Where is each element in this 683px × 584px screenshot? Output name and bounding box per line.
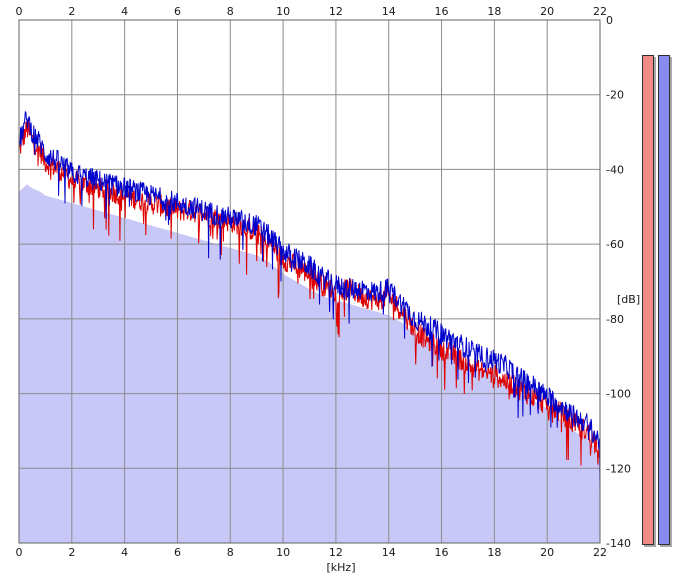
y-tick-label: -60 bbox=[606, 238, 624, 251]
x-tick-label-top: 8 bbox=[227, 5, 234, 18]
x-tick-label-top: 4 bbox=[121, 5, 128, 18]
x-tick-label-top: 2 bbox=[68, 5, 75, 18]
spectrum-area bbox=[19, 184, 600, 543]
x-tick-label-bottom: 8 bbox=[227, 546, 234, 559]
left-channel-meter bbox=[642, 55, 654, 545]
series-lines bbox=[18, 110, 601, 493]
x-tick-label-top: 16 bbox=[435, 5, 449, 18]
y-tick-label: -120 bbox=[606, 462, 631, 475]
x-tick-label-bottom: 10 bbox=[276, 546, 290, 559]
y-tick-label: 0 bbox=[606, 14, 613, 27]
y-tick-label: -80 bbox=[606, 313, 624, 326]
x-tick-label-top: 12 bbox=[329, 5, 343, 18]
y-axis-label: [dB] bbox=[617, 293, 640, 306]
x-tick-label-top: 14 bbox=[382, 5, 396, 18]
x-tick-label-bottom: 0 bbox=[16, 546, 23, 559]
x-axis-label: [kHz] bbox=[327, 561, 356, 574]
plot-border bbox=[18, 19, 601, 544]
right-channel-meter bbox=[658, 55, 670, 545]
y-tick-label: -20 bbox=[606, 89, 624, 102]
x-tick-label-top: 6 bbox=[174, 5, 181, 18]
x-tick-label-bottom: 4 bbox=[121, 546, 128, 559]
x-tick-label-bottom: 22 bbox=[593, 546, 607, 559]
x-tick-label-top: 22 bbox=[593, 5, 607, 18]
y-tick-label: -140 bbox=[606, 537, 631, 550]
spectrum-fill bbox=[19, 184, 600, 543]
x-tick-label-top: 20 bbox=[540, 5, 554, 18]
x-tick-label-bottom: 6 bbox=[174, 546, 181, 559]
x-tick-label-bottom: 14 bbox=[382, 546, 396, 559]
y-tick-label: -100 bbox=[606, 388, 631, 401]
x-tick-label-top: 10 bbox=[276, 5, 290, 18]
x-tick-label-bottom: 20 bbox=[540, 546, 554, 559]
x-tick-label-bottom: 2 bbox=[68, 546, 75, 559]
series-line-blue bbox=[18, 110, 601, 493]
x-tick-label-top: 18 bbox=[487, 5, 501, 18]
x-tick-label-top: 0 bbox=[16, 5, 23, 18]
plot-frame bbox=[18, 19, 601, 544]
x-tick-label-bottom: 16 bbox=[435, 546, 449, 559]
x-tick-label-bottom: 12 bbox=[329, 546, 343, 559]
y-tick-label: -40 bbox=[606, 163, 624, 176]
x-tick-label-bottom: 18 bbox=[487, 546, 501, 559]
tick-labels: 002244668810101212141416161818202022220-… bbox=[16, 5, 631, 559]
